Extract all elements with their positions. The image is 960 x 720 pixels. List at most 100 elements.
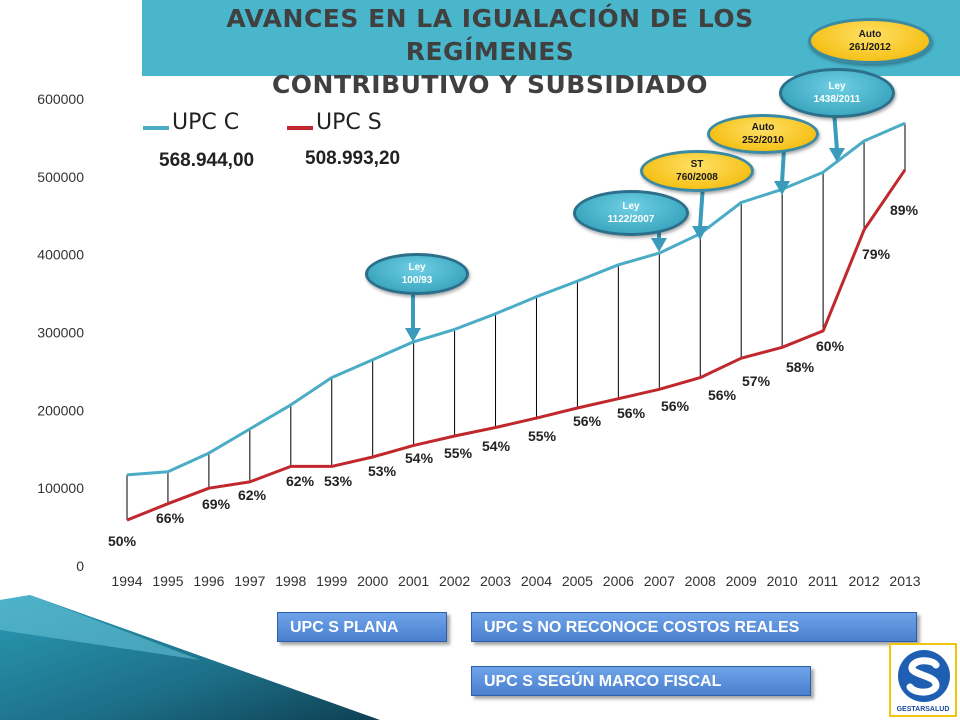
x-tick-label: 2008 [685,573,716,589]
bubble-auto-252-line2: 252/2010 [742,135,784,146]
decorative-wedge [0,595,380,720]
x-tick-label: 2003 [480,573,511,589]
logo-text: GESTARSALUD [896,706,950,713]
chart-title: AVANCES EN LA IGUALACIÓN DE LOS REGÍMENE… [140,2,840,101]
logo-mark-icon [898,650,950,702]
ratio-label: 62% [238,487,267,503]
arrow-head [829,148,845,162]
bubble-auto-252-line1: Auto [751,122,775,133]
ratio-label: 53% [324,473,353,489]
arrow-shaft [698,184,705,229]
bubble-ley-100-93: Ley 100/93 [365,253,469,295]
bubble-auto-261-2012: Auto 261/2012 [808,18,932,64]
ratio-label: 56% [708,387,737,403]
ratio-label: 60% [816,338,845,354]
line-chart: 0 100000 200000 300000 400000 500000 600000 19… [37,91,920,589]
y-tick-label: 100000 [37,480,84,496]
bubble-auto-261-line2: 261/2012 [849,42,891,53]
bubble-ley-100-line1: Ley [408,262,426,273]
bubble-st-760-line1: ST [690,159,704,170]
legend-swatch-upc-s [287,126,313,130]
header-left-stripe [0,0,142,76]
y-tick-label: 0 [76,558,84,574]
arrow-shaft [780,148,786,184]
x-tick-label: 2012 [848,573,879,589]
upc-s-no-reconoce-button: UPC S NO RECONOCE COSTOS REALES [471,612,917,642]
y-tick-label: 300000 [37,325,84,341]
series-lines [126,121,907,522]
x-tick-label: 2005 [562,573,593,589]
ratio-label: 54% [482,438,511,454]
gestarsalud-logo: GESTARSALUD [889,643,957,717]
arrow-head [405,328,421,342]
bubble-ley-1122-2007: Ley 1122/2007 [573,190,689,236]
arrow-head [692,226,708,240]
ratio-label: 56% [617,405,646,421]
x-tick-label: 2009 [726,573,757,589]
arrow-head [774,181,790,195]
wedge-highlight [0,595,200,660]
bubble-ley-1122-line2: 1122/2007 [607,214,655,225]
bubble-ley-1438-line2: 1438/2011 [813,94,861,105]
ratio-label: 55% [528,428,557,444]
upc-s-plana-button: UPC S PLANA [277,612,447,642]
ratio-label: 54% [405,450,434,466]
upc-c-value: 568.944,00 [159,150,255,171]
bubble-auto-252-2010: Auto 252/2010 [707,114,819,154]
x-tick-label: 1997 [234,573,265,589]
year-drop-lines [126,123,906,521]
ratio-label: 69% [202,496,231,512]
x-tick-label: 2002 [439,573,470,589]
upc-s-value: 508.993,20 [305,148,401,169]
upc-c-line [126,121,906,477]
bubble-ley-1122-line1: Ley [622,201,640,212]
y-tick-label: 500000 [37,169,84,185]
upc-s-marco-fiscal-button: UPC S SEGÚN MARCO FISCAL [471,666,811,696]
bubble-ley-1438-line1: Ley [828,81,846,92]
legend-swatch-upc-c [143,126,169,130]
arrow-head [651,238,667,252]
x-tick-label: 1999 [316,573,347,589]
bubble-st-760-2008: ST 760/2008 [640,150,754,192]
ratio-label: 55% [444,445,473,461]
ratio-label: 56% [573,413,602,429]
y-tick-label: 400000 [37,247,84,263]
bubble-auto-261-line1: Auto [858,29,882,40]
x-tick-label: 2000 [357,573,388,589]
ratio-label: 56% [661,398,690,414]
x-tick-label: 2011 [808,573,838,589]
title-line-1: AVANCES EN LA IGUALACIÓN DE LOS REGÍMENE… [226,4,754,66]
bubble-ley-1438-2011: Ley 1438/2011 [779,68,895,118]
ratio-label: 53% [368,463,397,479]
x-tick-label: 1998 [275,573,306,589]
ratio-label: 58% [786,359,815,375]
x-tick-label: 1996 [193,573,224,589]
ratio-label: 50% [108,533,137,549]
title-banner [0,0,960,76]
ratio-label: 57% [742,373,771,389]
event-arrows [405,110,845,342]
y-tick-label: 200000 [37,402,84,418]
bubble-ley-100-line2: 100/93 [401,275,433,286]
title-line-2: CONTRIBUTIVO Y SUBSIDIADO [271,70,709,99]
bubble-st-760-line2: 760/2008 [676,172,718,183]
x-tick-label: 1994 [111,573,142,589]
x-tick-label: 1995 [152,573,183,589]
upc-s-line [126,168,907,522]
x-tick-label: 2010 [767,573,798,589]
x-tick-label: 2007 [644,573,675,589]
ratio-labels: 50% 66% 69% 62% 62% 53% 53% 54% 55% 54% 55% 56% 56% 5… [108,202,919,549]
ratio-label: 79% [862,246,891,262]
y-axis: 0 100000 200000 300000 400000 500000 600000 [37,91,84,574]
ratio-label: 89% [890,202,919,218]
x-tick-label: 2006 [603,573,634,589]
legend-label-upc-s: UPC S [316,110,382,135]
ratio-label: 62% [286,473,315,489]
x-axis: 1994 1995 1996 1997 1998 1999 2000 2001 2002 2003… [111,573,920,589]
x-tick-label: 2004 [521,573,552,589]
ratio-label: 66% [156,510,185,526]
legend-label-upc-c: UPC C [172,110,240,135]
x-tick-label: 2001 [398,573,429,589]
x-tick-label: 2013 [889,573,920,589]
y-tick-label: 600000 [37,91,84,107]
